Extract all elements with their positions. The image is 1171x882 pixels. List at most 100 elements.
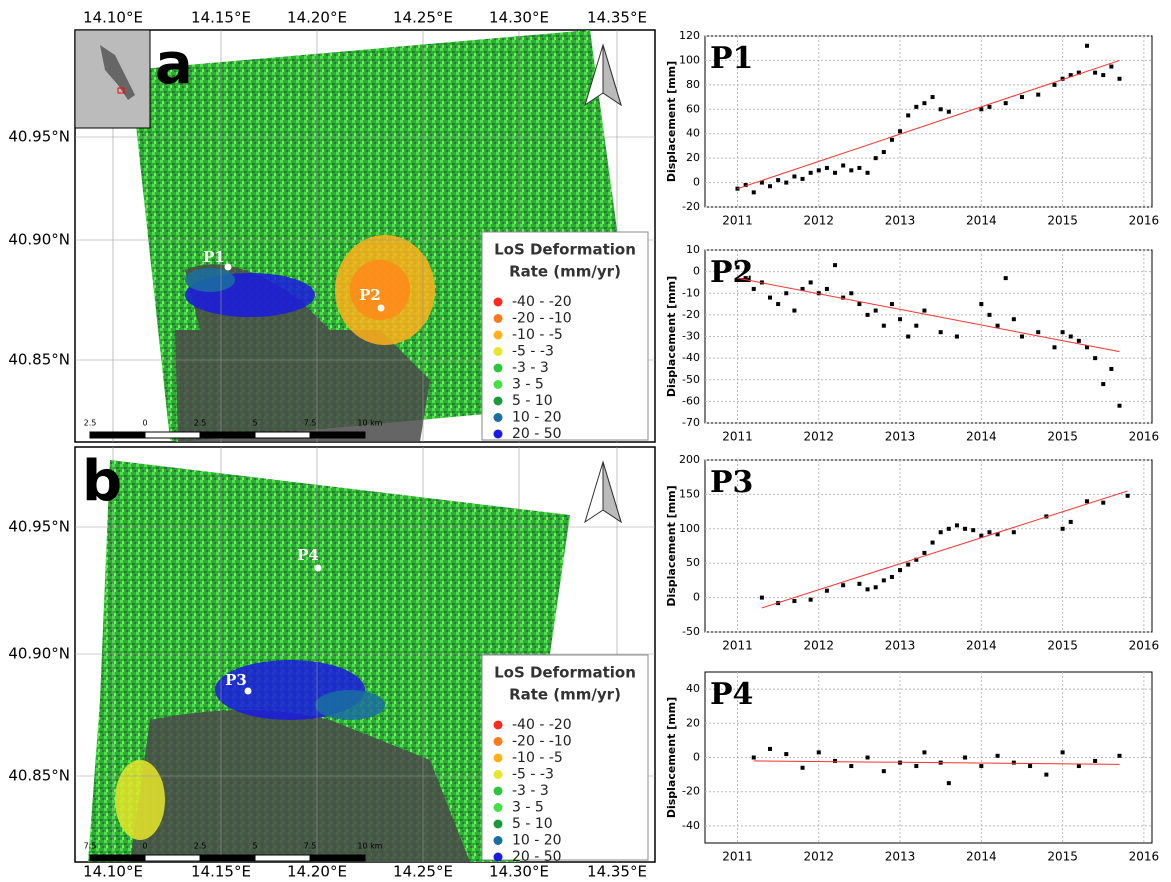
data-point — [914, 105, 918, 109]
data-point — [857, 166, 861, 170]
legend-label: 10 - 20 — [512, 410, 562, 426]
data-point — [1101, 73, 1105, 77]
y-tick-label: -10 — [682, 286, 700, 299]
y-axis-label: Displacement [mm] — [665, 276, 678, 397]
data-point — [825, 166, 829, 170]
data-point — [898, 568, 902, 572]
data-point — [792, 174, 796, 178]
data-point — [922, 309, 926, 313]
data-point — [1109, 65, 1113, 69]
legend-swatch — [494, 787, 503, 796]
data-point — [833, 263, 837, 267]
x-tick-label: 2012 — [804, 850, 835, 864]
legend-swatch — [494, 397, 503, 406]
y-tick-label: -20 — [682, 200, 700, 213]
longitude-label: 14.10°E — [83, 863, 143, 881]
data-point — [1077, 339, 1081, 343]
data-point — [898, 317, 902, 321]
y-tick-label: 0 — [693, 265, 700, 278]
legend-label: -40 - -20 — [512, 717, 572, 733]
data-point — [987, 313, 991, 317]
data-point — [809, 280, 813, 284]
data-point — [1004, 276, 1008, 280]
legend-subtitle: Rate (mm/yr) — [509, 686, 621, 704]
point-marker — [378, 305, 385, 312]
legend-swatch — [494, 721, 503, 730]
data-point — [784, 181, 788, 185]
x-tick-label: 2016 — [1129, 430, 1160, 444]
point-label: P3 — [225, 671, 247, 689]
data-point — [882, 769, 886, 773]
data-point — [1085, 44, 1089, 48]
legend-label: -20 - -10 — [512, 734, 572, 750]
legend-swatch — [494, 853, 503, 862]
data-point — [849, 168, 853, 172]
y-tick-label: 20 — [686, 716, 700, 729]
data-point — [914, 324, 918, 328]
data-point — [947, 527, 951, 531]
y-axis-label: Displacement [mm] — [665, 697, 678, 818]
data-point — [776, 178, 780, 182]
legend-swatch — [494, 803, 503, 812]
data-point — [801, 766, 805, 770]
latitude-label: 40.85°N — [8, 767, 70, 785]
data-point — [914, 764, 918, 768]
data-point — [866, 587, 870, 591]
data-point — [931, 541, 935, 545]
figure: 14.10°E14.15°E14.20°E14.25°E14.30°E14.35… — [0, 0, 1171, 882]
chart-title: P3 — [710, 465, 753, 500]
data-point — [1012, 530, 1016, 534]
deformation-area — [315, 690, 385, 720]
x-tick-label: 2013 — [885, 850, 916, 864]
point-marker — [315, 565, 322, 572]
data-point — [1028, 764, 1032, 768]
x-tick-label: 2013 — [885, 214, 916, 228]
x-tick-label: 2014 — [966, 639, 997, 653]
legend-swatch — [494, 298, 503, 307]
latitude-label: 40.90°N — [8, 645, 70, 663]
scale-bar-segment — [200, 855, 255, 861]
data-point — [1044, 773, 1048, 777]
latitude-label: 40.85°N — [8, 351, 70, 369]
data-point — [1101, 501, 1105, 505]
latitude-label: 40.90°N — [8, 231, 70, 249]
y-tick-label: -40 — [682, 819, 700, 832]
x-tick-label: 2016 — [1129, 639, 1160, 653]
x-tick-label: 2014 — [966, 430, 997, 444]
panel-letter: b — [82, 449, 122, 514]
scale-bar-segment — [255, 855, 310, 861]
data-point — [890, 575, 894, 579]
y-tick-label: -70 — [682, 416, 700, 429]
scale-label: 7.5 — [84, 842, 97, 851]
data-point — [955, 523, 959, 527]
scale-bar-segment — [90, 432, 145, 438]
y-tick-label: 100 — [679, 53, 700, 66]
y-tick-label: 20 — [686, 151, 700, 164]
data-point — [1061, 750, 1065, 754]
legend-swatch — [494, 314, 503, 323]
scale-bar-segment — [90, 855, 145, 861]
panel-letter: a — [155, 32, 193, 97]
y-tick-label: -50 — [682, 625, 700, 638]
x-tick-label: 2012 — [804, 214, 835, 228]
legend-swatch — [494, 820, 503, 829]
data-point — [947, 781, 951, 785]
latitude-label: 40.95°N — [8, 518, 70, 536]
legend-swatch — [494, 836, 503, 845]
chart-title: P1 — [710, 41, 753, 76]
legend-title: LoS Deformation — [494, 664, 636, 682]
y-tick-label: 40 — [686, 682, 700, 695]
y-tick-label: -50 — [682, 373, 700, 386]
data-point — [849, 291, 853, 295]
scale-bar-segment — [145, 855, 200, 861]
data-point — [1093, 356, 1097, 360]
data-point — [752, 287, 756, 291]
y-tick-label: -30 — [682, 330, 700, 343]
longitude-label: 14.30°E — [489, 9, 549, 27]
latitude-label: 40.95°N — [8, 128, 70, 146]
y-tick-label: 200 — [679, 453, 700, 466]
longitude-label: 14.10°E — [83, 9, 143, 27]
data-point — [866, 171, 870, 175]
y-tick-label: 0 — [693, 751, 700, 764]
x-tick-label: 2015 — [1047, 214, 1078, 228]
